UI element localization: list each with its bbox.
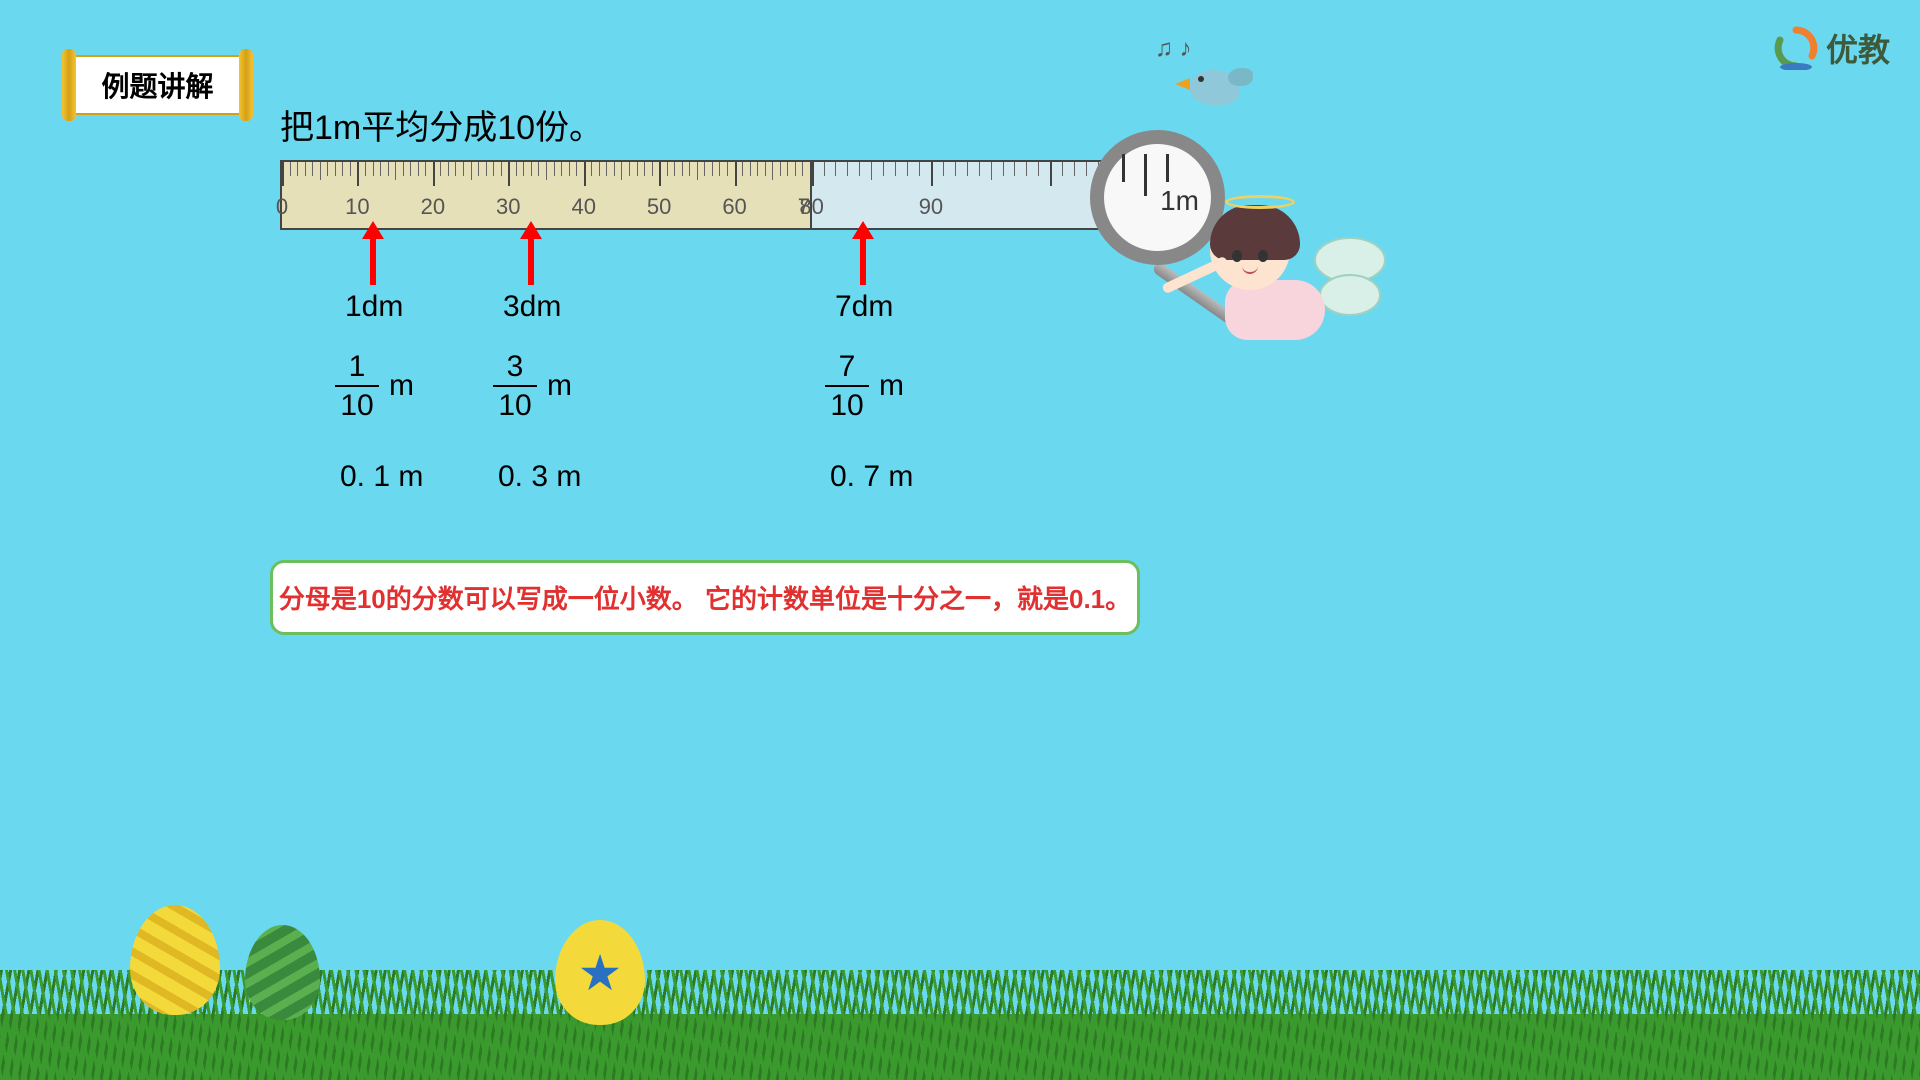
decimal-label: 0. 7 m bbox=[830, 460, 913, 494]
summary-box: 分母是10的分数可以写成一位小数。 它的计数单位是十分之一，就是0.1。 bbox=[270, 560, 1140, 635]
title-scroll: 例题讲解 bbox=[70, 55, 245, 115]
ruler-label: 20 bbox=[421, 194, 445, 220]
bird-icon bbox=[1180, 60, 1260, 110]
egg-star: ★ bbox=[555, 920, 645, 1025]
fraction: 110m bbox=[335, 350, 414, 422]
ruler-label: 30 bbox=[496, 194, 520, 220]
ruler-label: 0 bbox=[276, 194, 288, 220]
fraction: 310m bbox=[493, 350, 572, 422]
dm-label: 1dm bbox=[345, 290, 403, 324]
dm-label: 3dm bbox=[503, 290, 561, 324]
egg-yellow bbox=[130, 905, 220, 1015]
ruler-label: 60 bbox=[722, 194, 746, 220]
dm-label: 7dm bbox=[835, 290, 893, 324]
ruler-label: 10 bbox=[345, 194, 369, 220]
ruler-label: 50 bbox=[647, 194, 671, 220]
fraction: 710m bbox=[825, 350, 904, 422]
decimal-label: 0. 3 m bbox=[498, 460, 581, 494]
magnifier-label: 1m bbox=[1160, 185, 1199, 217]
ruler-label: 80 bbox=[799, 194, 823, 220]
music-notes-icon: ♫ ♪ bbox=[1155, 35, 1192, 63]
logo: 优教 bbox=[1774, 25, 1890, 71]
ruler-left: 010203040506070 bbox=[282, 162, 810, 228]
arrow-icon bbox=[860, 235, 866, 285]
title-text: 例题讲解 bbox=[101, 65, 213, 105]
arrow-icon bbox=[370, 235, 376, 285]
ruler: 010203040506070 8090 bbox=[280, 160, 1170, 230]
summary-text: 分母是10的分数可以写成一位小数。 它的计数单位是十分之一，就是0.1。 bbox=[279, 579, 1131, 616]
logo-icon bbox=[1774, 26, 1818, 70]
decimal-label: 0. 1 m bbox=[340, 460, 423, 494]
ruler-label: 40 bbox=[571, 194, 595, 220]
fairy-icon bbox=[1200, 200, 1380, 370]
arrow-icon bbox=[528, 235, 534, 285]
subtitle: 把1m平均分成10份。 bbox=[280, 100, 603, 149]
egg-green bbox=[245, 925, 320, 1020]
ruler-label: 90 bbox=[919, 194, 943, 220]
logo-text: 优教 bbox=[1826, 25, 1890, 71]
